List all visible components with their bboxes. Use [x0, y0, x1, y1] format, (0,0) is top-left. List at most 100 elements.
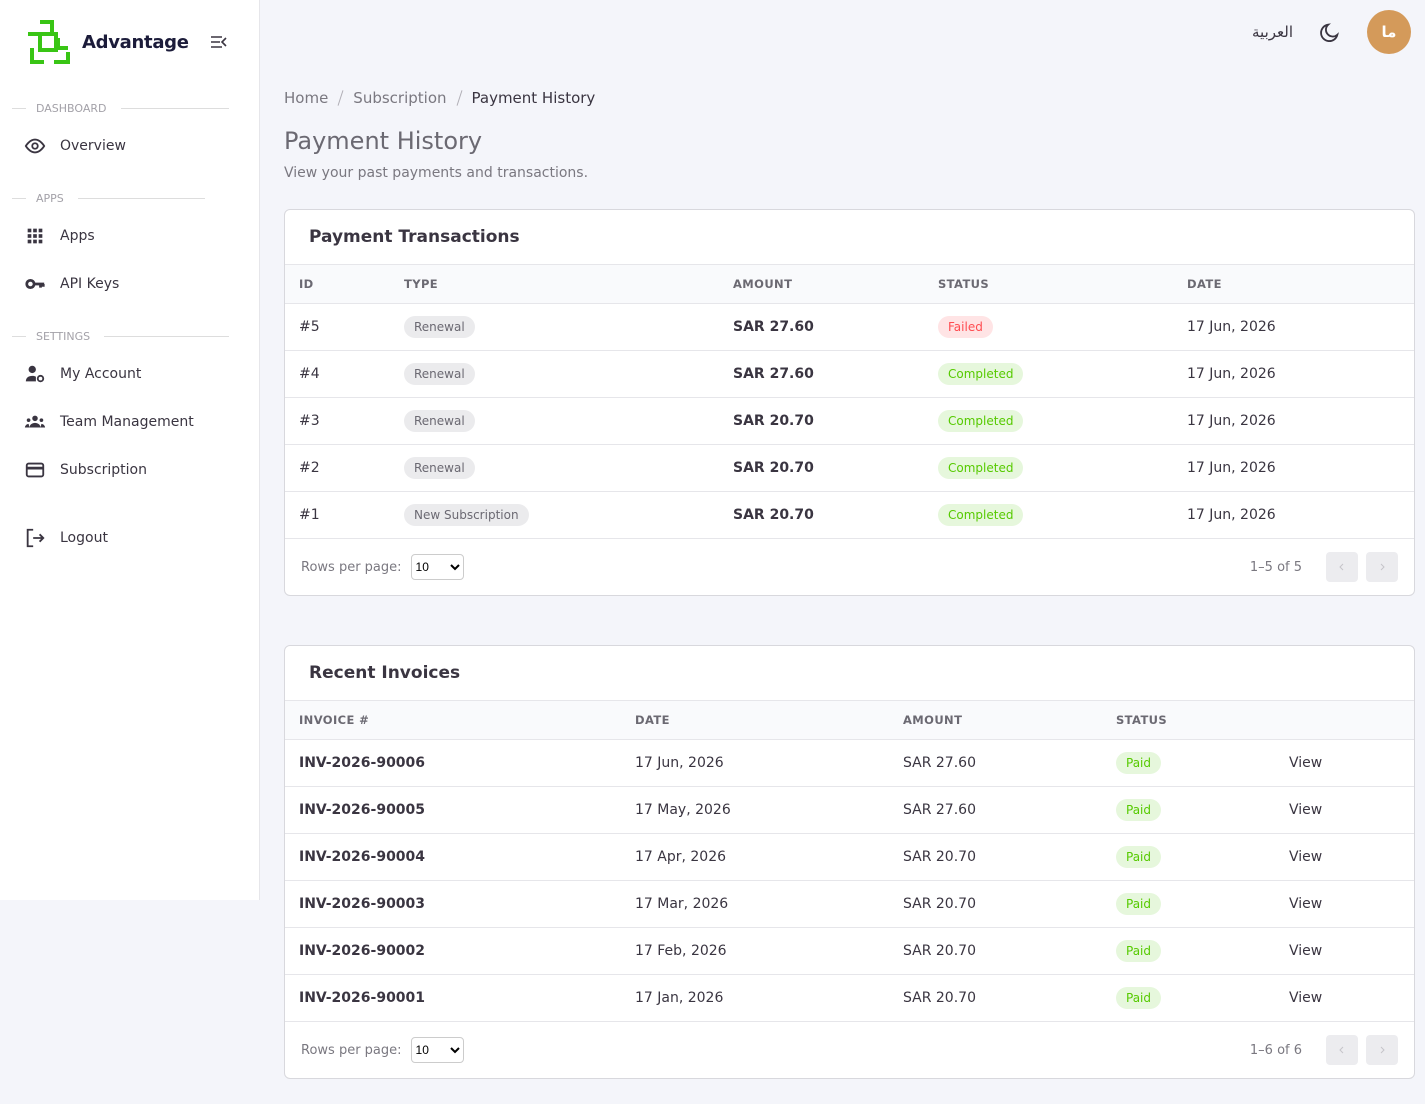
sidebar: Advantage DASHBOARD Overview APPS Apps A…: [0, 0, 260, 900]
table-cell: #2: [285, 444, 390, 492]
table-footer: Rows per page: 10 1–6 of 6: [285, 1022, 1414, 1078]
prev-page[interactable]: [1326, 552, 1358, 582]
card-title: Payment Transactions: [309, 227, 520, 247]
table-cell: #1: [285, 491, 390, 539]
cell-text: 17 Jun, 2026: [1187, 413, 1276, 429]
cell-text: INV-2026-90006: [299, 755, 426, 771]
avatar[interactable]: ما: [1367, 10, 1411, 54]
status-chip: Renewal: [404, 363, 475, 385]
card-title: Recent Invoices: [309, 663, 461, 683]
breadcrumb-link[interactable]: Subscription: [353, 89, 447, 107]
column-header: AMOUNT: [719, 264, 924, 304]
table-cell: 17 Jun, 2026: [1173, 397, 1414, 445]
topbar: العربية ما: [1252, 10, 1411, 54]
table-body: INV-2026-90006 17 Jun, 2026 SAR 27.60 Paid V…: [285, 739, 1414, 1022]
table-row: #1 New Subscription SAR 20.70 Completed 17 J…: [285, 491, 1414, 539]
table-row: INV-2026-90002 17 Feb, 2026 SAR 20.70 Paid V…: [285, 927, 1414, 975]
nav-item[interactable]: My Account: [24, 363, 141, 385]
nav-item[interactable]: API Keys: [24, 273, 119, 295]
view-link[interactable]: View: [1289, 990, 1323, 1006]
next-page[interactable]: [1366, 1035, 1398, 1065]
status-chip: Completed: [938, 457, 1024, 479]
table-cell: View: [1275, 974, 1414, 1022]
table-cell: SAR 27.60: [889, 786, 1102, 834]
table-cell: 17 May, 2026: [621, 786, 889, 834]
transactions-card: Payment Transactions ID TYPE AMOUNT STATUS DA…: [284, 209, 1415, 596]
brand[interactable]: Advantage: [24, 18, 189, 66]
cell-text: INV-2026-90001: [299, 990, 426, 1006]
cell-text: 17 Feb, 2026: [635, 943, 727, 959]
cell-text: SAR 20.70: [903, 990, 976, 1006]
icon: [27, 228, 43, 244]
cell-text: #3: [299, 413, 320, 429]
page-title: Payment History: [284, 127, 483, 155]
status-chip: Completed: [938, 504, 1024, 526]
cell-text: SAR 20.70: [733, 413, 814, 429]
breadcrumb-link[interactable]: Home: [284, 89, 329, 107]
collapse-button[interactable]: [210, 35, 228, 49]
table-cell: View: [1275, 833, 1414, 881]
nav-item[interactable]: Team Management: [24, 411, 194, 433]
table-row: #4 Renewal SAR 27.60 Completed 17 Jun, 2026: [285, 350, 1414, 398]
cell-text: 17 Apr, 2026: [635, 849, 727, 865]
rows-per-page-select[interactable]: 10: [410, 554, 464, 580]
table-cell: #4: [285, 350, 390, 398]
rows-per-page-label: Rows per page:: [301, 1042, 402, 1058]
table-cell: SAR 20.70: [889, 927, 1102, 975]
cell-text: 17 Jan, 2026: [635, 990, 724, 1006]
table-cell: 17 Jun, 2026: [1173, 491, 1414, 539]
column-header: ID: [285, 264, 390, 304]
table-row: INV-2026-90006 17 Jun, 2026 SAR 27.60 Paid V…: [285, 739, 1414, 787]
status-chip: Renewal: [404, 457, 475, 479]
nav-label: My Account: [60, 366, 142, 382]
language-switch[interactable]: العربية: [1252, 23, 1293, 41]
view-link[interactable]: View: [1289, 849, 1323, 865]
view-link[interactable]: View: [1289, 755, 1323, 771]
table-cell: #5: [285, 303, 390, 351]
status-chip: Paid: [1116, 752, 1162, 774]
rows-per-page-select[interactable]: 10: [410, 1037, 464, 1063]
table-row: INV-2026-90004 17 Apr, 2026 SAR 20.70 Paid V…: [285, 833, 1414, 881]
cell-text: INV-2026-90002: [299, 943, 426, 959]
prev-page[interactable]: [1326, 1035, 1358, 1065]
cell-text: SAR 27.60: [903, 802, 976, 818]
table-cell: 17 Jan, 2026: [621, 974, 889, 1022]
table-cell: INV-2026-90006: [285, 739, 621, 787]
view-link[interactable]: View: [1289, 896, 1323, 912]
view-link[interactable]: View: [1289, 943, 1323, 959]
nav-item[interactable]: Subscription: [24, 459, 147, 481]
logout[interactable]: Logout: [24, 527, 108, 549]
section-title: SETTINGS: [12, 330, 229, 343]
cell-text: #1: [299, 507, 320, 523]
cell-text: 17 Jun, 2026: [1187, 507, 1276, 523]
table-cell: Completed: [924, 350, 1173, 398]
table-cell: SAR 20.70: [889, 974, 1102, 1022]
next-page[interactable]: [1366, 552, 1398, 582]
table-cell: View: [1275, 880, 1414, 928]
section-title: DASHBOARD: [12, 102, 229, 115]
nav-item[interactable]: Apps: [24, 225, 95, 247]
cell-text: 17 Jun, 2026: [1187, 460, 1276, 476]
status-chip: Completed: [938, 410, 1024, 432]
view-link[interactable]: View: [1289, 802, 1323, 818]
table-head: ID TYPE AMOUNT STATUS DATE: [285, 264, 1414, 304]
pagination-range: 1–5 of 5: [1249, 559, 1302, 575]
status-chip: Paid: [1116, 799, 1162, 821]
table-row: INV-2026-90001 17 Jan, 2026 SAR 20.70 Paid V…: [285, 974, 1414, 1022]
status-chip: Paid: [1116, 893, 1162, 915]
icon: [25, 462, 45, 478]
separator: [456, 90, 462, 106]
table-body: #5 Renewal SAR 27.60 Failed 17 Jun, 2026 #4 Re…: [285, 303, 1414, 539]
table-cell: Renewal: [390, 350, 719, 398]
cell-text: SAR 27.60: [903, 755, 976, 771]
cell-text: SAR 20.70: [903, 943, 976, 959]
table-cell: View: [1275, 786, 1414, 834]
nav-item[interactable]: Overview: [24, 135, 126, 157]
rows-per-page-label: Rows per page:: [301, 559, 402, 575]
table-cell: Paid: [1102, 786, 1275, 834]
table-cell: Paid: [1102, 739, 1275, 787]
theme-toggle[interactable]: [1319, 21, 1341, 43]
table-cell: Paid: [1102, 974, 1275, 1022]
cell-text: SAR 20.70: [903, 896, 976, 912]
